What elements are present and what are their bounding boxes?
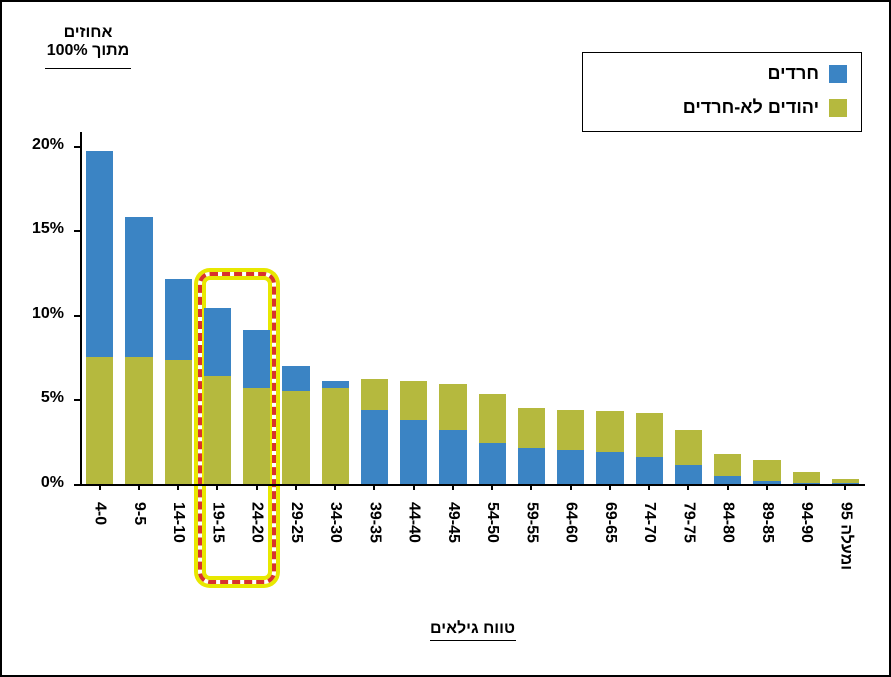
x-category-label: 14-10 [169,502,187,543]
x-category-label: 95 ומעלה [836,502,854,570]
x-tick [99,484,101,490]
x-axis-title-underline [430,640,516,641]
chart-frame: אחוזים מתוך 100% חרדים יהודים לא-חרדים טו… [0,0,891,677]
y-tick-label: 0% [41,474,64,492]
x-category-label: 59-55 [522,502,540,543]
y-axis-title-line1: אחוזים [28,24,148,42]
bar-haredim [518,448,545,484]
y-tick [74,484,80,486]
x-tick [295,484,297,490]
x-tick [530,484,532,490]
x-tick [766,484,768,490]
x-tick [687,484,689,490]
legend-label: חרדים [768,63,820,84]
y-axis-title-underline [45,68,131,69]
legend-row: יהודים לא-חרדים [683,97,847,118]
bar-haredim [361,410,388,484]
y-tick-label: 5% [41,389,64,407]
x-category-label: 84-80 [719,502,737,543]
bar-nonharedim [86,357,113,484]
x-category-label: 39-35 [365,502,383,543]
x-tick [609,484,611,490]
y-tick [74,399,80,401]
y-tick-label: 15% [32,220,64,238]
bar-haredim [400,420,427,484]
x-tick [256,484,258,490]
y-tick [74,146,80,148]
x-tick [413,484,415,490]
bar-haredim [714,476,741,484]
y-tick-label: 10% [32,305,64,323]
x-category-label: 69-65 [601,502,619,543]
legend-box: חרדים יהודים לא-חרדים [582,52,862,132]
x-category-label: 29-25 [287,502,305,543]
y-axis-title-line2: מתוך 100% [28,42,148,60]
x-tick [648,484,650,490]
x-category-label: 44-40 [405,502,423,543]
x-category-label: 94-90 [797,502,815,543]
x-axis-line [80,484,865,486]
bar-haredim [557,450,584,484]
bar-nonharedim [282,391,309,484]
y-axis-title-block: אחוזים מתוך 100% [28,24,148,60]
x-tick [844,484,846,490]
bar-nonharedim [243,388,270,484]
bar-nonharedim [125,357,152,484]
x-tick [727,484,729,490]
x-category-label: 19-15 [208,502,226,543]
x-category-label: 24-20 [248,502,266,543]
x-tick [138,484,140,490]
x-axis-title: טווח גילאים [418,620,528,638]
x-tick [452,484,454,490]
x-category-label: 79-75 [679,502,697,543]
bar-haredim [596,452,623,484]
x-tick [805,484,807,490]
y-tick [74,315,80,317]
plot-area [80,132,865,484]
x-category-label: 4-0 [91,502,109,525]
bar-nonharedim [165,360,192,484]
y-axis-line [80,132,82,484]
bar-haredim [675,465,702,484]
x-tick [570,484,572,490]
x-category-label: 54-50 [483,502,501,543]
x-category-label: 34-30 [326,502,344,543]
x-category-label: 74-70 [640,502,658,543]
y-tick-label: 20% [32,136,64,154]
x-tick [491,484,493,490]
x-tick [216,484,218,490]
x-tick [373,484,375,490]
x-category-label: 9-5 [130,502,148,525]
bar-nonharedim [322,388,349,484]
legend-label: יהודים לא-חרדים [683,97,819,118]
x-category-label: 64-60 [562,502,580,543]
legend-row: חרדים [768,63,848,84]
bar-haredim [439,430,466,484]
bar-nonharedim [204,376,231,484]
legend-swatch [829,65,847,83]
bar-haredim [636,457,663,484]
y-tick [74,230,80,232]
x-category-label: 89-85 [758,502,776,543]
bar-haredim [479,443,506,484]
x-category-label: 49-45 [444,502,462,543]
legend-swatch [829,99,847,117]
x-tick [334,484,336,490]
x-tick [177,484,179,490]
